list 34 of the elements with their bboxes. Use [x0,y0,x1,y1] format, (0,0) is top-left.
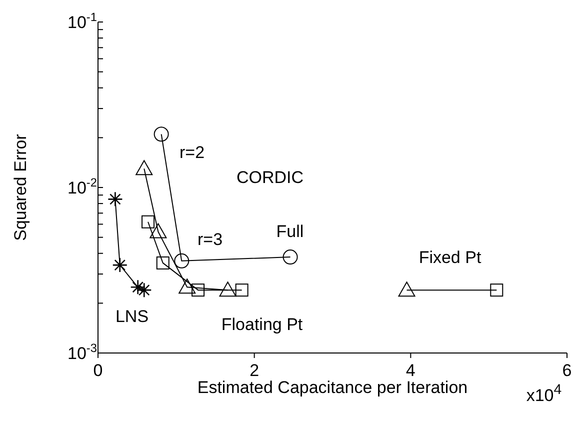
point [150,223,167,238]
point [490,284,504,297]
annotation: Fixed Pt [418,248,482,268]
point [136,282,152,298]
point [398,282,416,297]
x-tick-label: 2 [250,361,260,380]
point [136,160,153,176]
annotation: CORDIC [236,168,304,188]
point [219,282,236,297]
y-tick-label: 10$^{-1}$ [68,10,98,32]
point [178,278,196,294]
x-tick-label: 0 [93,361,103,380]
point [112,257,128,273]
annotation: LNS [115,307,149,327]
annotation: r=3 [197,230,223,250]
point [282,250,298,265]
x-axis-title: Estimated Capacitance per Iteration [197,378,468,398]
point [192,284,205,297]
point [130,279,146,295]
x-tick-label: 6 [562,361,572,380]
point [156,256,170,270]
annotation: Full [276,222,304,242]
x-tick-label: 4 [406,361,416,380]
annotation: r=2 [179,143,205,163]
y-tick-label: 10$^{-3}$ [68,341,98,363]
point [174,253,190,268]
point [142,215,155,228]
point [108,192,123,207]
point [235,284,248,297]
y-tick-label: 10$^{-2}$ [68,176,98,198]
point [154,126,169,142]
annotation: Floating Pt [221,315,303,335]
y-axis-title: Squared Error [11,134,30,241]
text: x10$^{4}$ [526,382,562,406]
